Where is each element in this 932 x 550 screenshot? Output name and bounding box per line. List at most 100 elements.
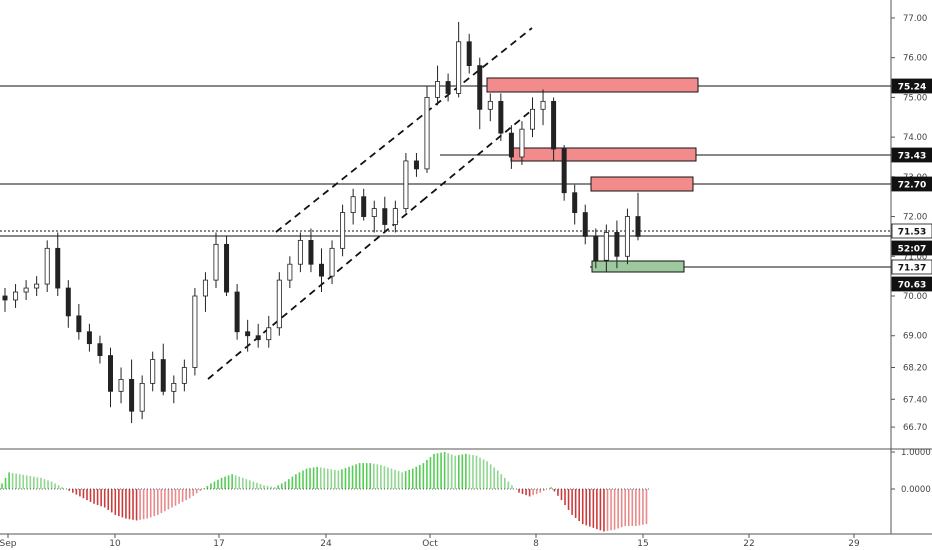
price-level-badge (891, 78, 932, 94)
candle-body (519, 128, 525, 158)
candle-body (445, 81, 451, 94)
candle-body (108, 355, 114, 392)
candle-body (508, 132, 514, 158)
candle-body (551, 100, 557, 150)
price-level-badge-label: 70.63 (898, 281, 926, 291)
candle-body (224, 243, 230, 293)
candle-body (97, 343, 103, 356)
candle-body (202, 279, 208, 297)
candle-body (181, 367, 187, 384)
time-tick-label: 8 (533, 539, 539, 549)
candle-body (340, 212, 346, 249)
time-tick-label: 15 (637, 539, 648, 549)
price-tick-label: 76.00 (903, 54, 927, 64)
resistance-zone[interactable] (486, 77, 699, 93)
price-tick-label: 70.00 (903, 292, 927, 302)
candle-body (477, 65, 483, 110)
candle-body (382, 208, 388, 225)
candle-body (255, 335, 261, 341)
candle-body (624, 216, 630, 257)
candle-body (561, 148, 567, 194)
price-level-badge (891, 176, 932, 192)
price-tick-label: 75.00 (903, 93, 927, 103)
trend-channel-lower-line[interactable] (207, 200, 423, 380)
candle-body (34, 283, 40, 289)
candle-body (318, 263, 324, 277)
candle-body (150, 359, 156, 384)
candle-body (287, 263, 293, 281)
candle-body (403, 160, 409, 210)
time-tick-label: Sep (0, 539, 17, 549)
candle-body (582, 212, 588, 237)
price-level-badge (891, 276, 932, 292)
price-level-badge-label: 71.53 (898, 228, 926, 238)
resistance-zone[interactable] (510, 147, 697, 162)
price-tick-label: 71.00 (903, 252, 927, 262)
candle-body (329, 247, 335, 277)
candle-body (297, 239, 303, 265)
time-tick-label: 17 (213, 539, 224, 549)
candle-body (192, 295, 198, 368)
price-level-badge-label: 71.37 (898, 264, 926, 274)
trend-channel-upper-line[interactable] (275, 27, 533, 233)
candle-body (603, 232, 609, 261)
candle-body (424, 96, 430, 170)
candle-body (139, 382, 145, 412)
candle-body (371, 208, 377, 217)
time-tick-label: 24 (320, 539, 332, 549)
candle-body (614, 232, 620, 257)
support-zone[interactable] (591, 260, 685, 273)
time-tick-label: 29 (848, 539, 860, 549)
resistance-zone[interactable] (590, 176, 694, 192)
candle-body (44, 247, 50, 285)
price-level-badge (891, 147, 932, 163)
oscillator-tick-label: 0.0000 (901, 485, 931, 495)
price-tick-label: 72.00 (903, 213, 927, 223)
candle-body (540, 100, 546, 110)
candle-body (276, 279, 282, 329)
candle-body (2, 295, 8, 301)
candle-body (350, 196, 356, 213)
candle-body (160, 359, 166, 392)
candle-body (55, 247, 61, 289)
candle-body (635, 216, 641, 237)
candle-body (245, 331, 251, 337)
candle-body (266, 327, 272, 341)
price-level-badge (891, 223, 932, 239)
oscillator-tick-label: 1.0000 (901, 448, 931, 458)
price-level-badge (891, 259, 932, 275)
candle-body (361, 196, 367, 217)
candle-body (593, 236, 599, 261)
candle-body (413, 160, 419, 170)
candle-body (530, 108, 536, 130)
price-level-badge-label: 72.70 (898, 181, 926, 191)
price-tick-label: 68.20 (903, 364, 927, 374)
price-level-badge-label: 75.24 (898, 83, 926, 93)
price-level-badge-label: 52:07 (898, 245, 927, 255)
candle-body (86, 331, 92, 345)
time-tick-label: 10 (109, 539, 121, 549)
price-tick-label: 74.00 (903, 133, 927, 143)
candle-body (76, 315, 82, 333)
candle-body (498, 100, 504, 134)
candle-body (23, 287, 29, 293)
candle-body (213, 243, 219, 281)
candle-body (118, 379, 124, 392)
price-tick-label: 66.70 (903, 423, 927, 433)
candle-body (65, 287, 71, 317)
price-tick-label: 77.00 (903, 14, 927, 24)
candle-body (171, 382, 177, 392)
price-tick-label: 69.00 (903, 332, 927, 342)
candle-body (308, 239, 314, 265)
candle-body (392, 208, 398, 225)
candle-body (234, 291, 240, 333)
candle-body (13, 291, 19, 301)
price-level-badge (891, 240, 932, 256)
candle-body (487, 100, 493, 110)
price-level-badge-label: 73.43 (898, 152, 926, 162)
candle-body (456, 41, 462, 94)
time-tick-label: Oct (422, 539, 438, 549)
candle-body (435, 81, 441, 98)
